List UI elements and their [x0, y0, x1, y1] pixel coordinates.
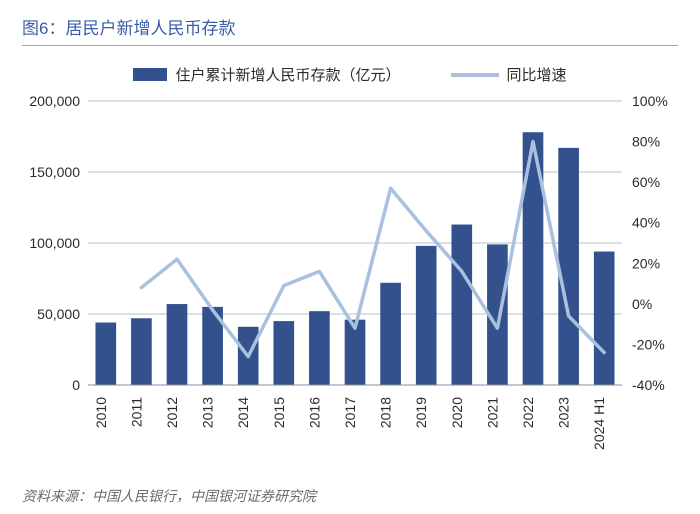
- bar: [309, 311, 330, 385]
- legend-line-swatch: [451, 73, 499, 77]
- svg-text:2011: 2011: [128, 397, 144, 427]
- svg-text:40%: 40%: [632, 215, 660, 231]
- svg-text:2022: 2022: [520, 397, 536, 428]
- bar: [594, 252, 615, 385]
- svg-text:2018: 2018: [378, 397, 394, 428]
- svg-text:-20%: -20%: [632, 336, 665, 352]
- figure-container: 图6：居民户新增人民币存款 住户累计新增人民币存款（亿元） 同比增速 0 50,0…: [0, 0, 700, 514]
- bar: [558, 148, 579, 385]
- legend-item-bar: 住户累计新增人民币存款（亿元）: [133, 64, 400, 85]
- svg-text:60%: 60%: [632, 174, 660, 190]
- svg-text:-40%: -40%: [632, 377, 665, 393]
- svg-text:200,000: 200,000: [29, 95, 80, 109]
- bar: [273, 321, 294, 385]
- svg-text:2014: 2014: [235, 397, 251, 428]
- svg-text:2021: 2021: [484, 397, 500, 428]
- svg-text:0: 0: [72, 377, 80, 393]
- bar: [95, 323, 116, 385]
- chart-area: 0 50,000 100,000 150,000 200,000 -40% -20% 0% 20…: [22, 95, 678, 465]
- bar: [451, 225, 472, 385]
- legend-bar-swatch: [133, 68, 167, 81]
- svg-text:100%: 100%: [632, 95, 668, 109]
- svg-text:80%: 80%: [632, 134, 660, 150]
- legend-item-line: 同比增速: [451, 64, 567, 85]
- bar: [380, 283, 401, 385]
- svg-text:2013: 2013: [200, 397, 216, 428]
- svg-text:0%: 0%: [632, 296, 652, 312]
- bar: [131, 318, 152, 385]
- svg-text:2015: 2015: [271, 397, 287, 428]
- svg-text:50,000: 50,000: [37, 306, 80, 322]
- svg-text:2020: 2020: [449, 397, 465, 428]
- legend: 住户累计新增人民币存款（亿元） 同比增速: [0, 46, 700, 95]
- svg-text:2019: 2019: [413, 397, 429, 428]
- svg-text:2024 H1: 2024 H1: [591, 397, 607, 450]
- svg-text:2016: 2016: [306, 397, 322, 428]
- chart-svg: 0 50,000 100,000 150,000 200,000 -40% -20% 0% 20…: [22, 95, 678, 465]
- svg-text:100,000: 100,000: [29, 235, 80, 251]
- svg-text:2023: 2023: [556, 397, 572, 428]
- legend-line-label: 同比增速: [507, 64, 567, 85]
- legend-bar-label: 住户累计新增人民币存款（亿元）: [175, 64, 400, 85]
- svg-text:2012: 2012: [164, 397, 180, 428]
- source-text: 资料来源：中国人民银行，中国银河证券研究院: [22, 486, 316, 506]
- svg-text:2010: 2010: [93, 397, 109, 428]
- svg-text:150,000: 150,000: [29, 164, 80, 180]
- svg-text:2017: 2017: [342, 397, 358, 428]
- svg-text:20%: 20%: [632, 255, 660, 271]
- bar: [167, 304, 188, 385]
- bar: [416, 246, 437, 385]
- figure-title: 图6：居民户新增人民币存款: [0, 0, 700, 45]
